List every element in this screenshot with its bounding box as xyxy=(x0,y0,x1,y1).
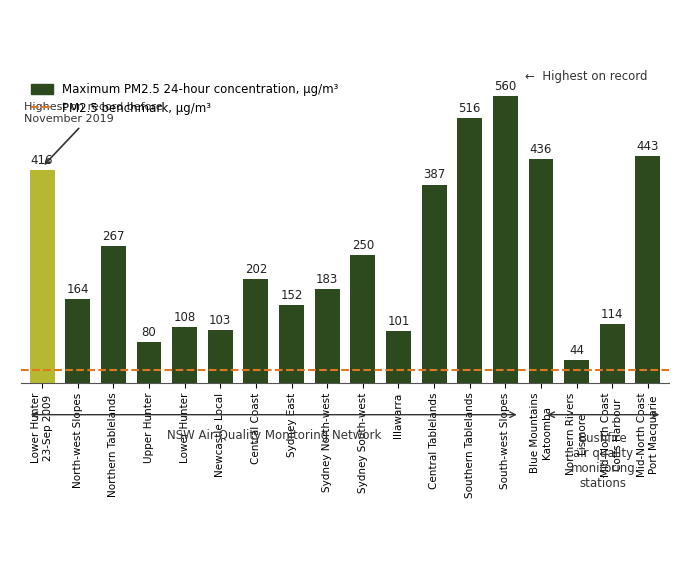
Text: ←  Highest on record: ← Highest on record xyxy=(525,70,647,83)
Text: 267: 267 xyxy=(102,230,125,243)
Bar xyxy=(244,280,268,383)
Bar xyxy=(351,255,375,383)
Bar xyxy=(172,328,197,383)
Text: Bushfire
air quality
monitoring
stations: Bushfire air quality monitoring stations xyxy=(571,432,635,490)
Bar xyxy=(386,331,411,383)
Text: 436: 436 xyxy=(530,143,552,157)
Text: Highest on record before
November 2019: Highest on record before November 2019 xyxy=(24,102,163,164)
Text: 103: 103 xyxy=(209,314,231,327)
Text: 416: 416 xyxy=(31,154,53,166)
Text: 183: 183 xyxy=(316,273,338,286)
Bar xyxy=(315,289,339,383)
Bar xyxy=(600,324,624,383)
Bar xyxy=(101,246,126,383)
Bar xyxy=(30,170,55,383)
Text: 387: 387 xyxy=(423,168,445,182)
Text: 250: 250 xyxy=(352,238,374,252)
Text: 108: 108 xyxy=(173,311,196,324)
Bar xyxy=(635,156,660,383)
Bar xyxy=(422,184,446,383)
Text: 114: 114 xyxy=(601,309,624,321)
Bar xyxy=(493,96,518,383)
Bar xyxy=(66,299,90,383)
Text: NSW Air Quality Monitoring Network: NSW Air Quality Monitoring Network xyxy=(166,429,381,442)
Text: 101: 101 xyxy=(387,315,410,328)
Bar xyxy=(137,342,161,383)
Text: 164: 164 xyxy=(66,282,89,296)
Text: 80: 80 xyxy=(141,326,157,339)
Bar xyxy=(208,330,233,383)
Legend: Maximum PM2.5 24-hour concentration, μg/m³, PM2.5 benchmark, μg/m³: Maximum PM2.5 24-hour concentration, μg/… xyxy=(27,78,343,119)
Text: 560: 560 xyxy=(494,80,517,93)
Bar xyxy=(564,360,589,383)
Text: 44: 44 xyxy=(569,344,584,357)
Text: 152: 152 xyxy=(280,289,303,302)
Bar xyxy=(279,305,304,383)
Bar xyxy=(457,118,482,383)
Bar xyxy=(529,160,553,383)
Text: 443: 443 xyxy=(637,140,659,153)
Text: 516: 516 xyxy=(459,102,481,115)
Text: 202: 202 xyxy=(245,263,267,276)
